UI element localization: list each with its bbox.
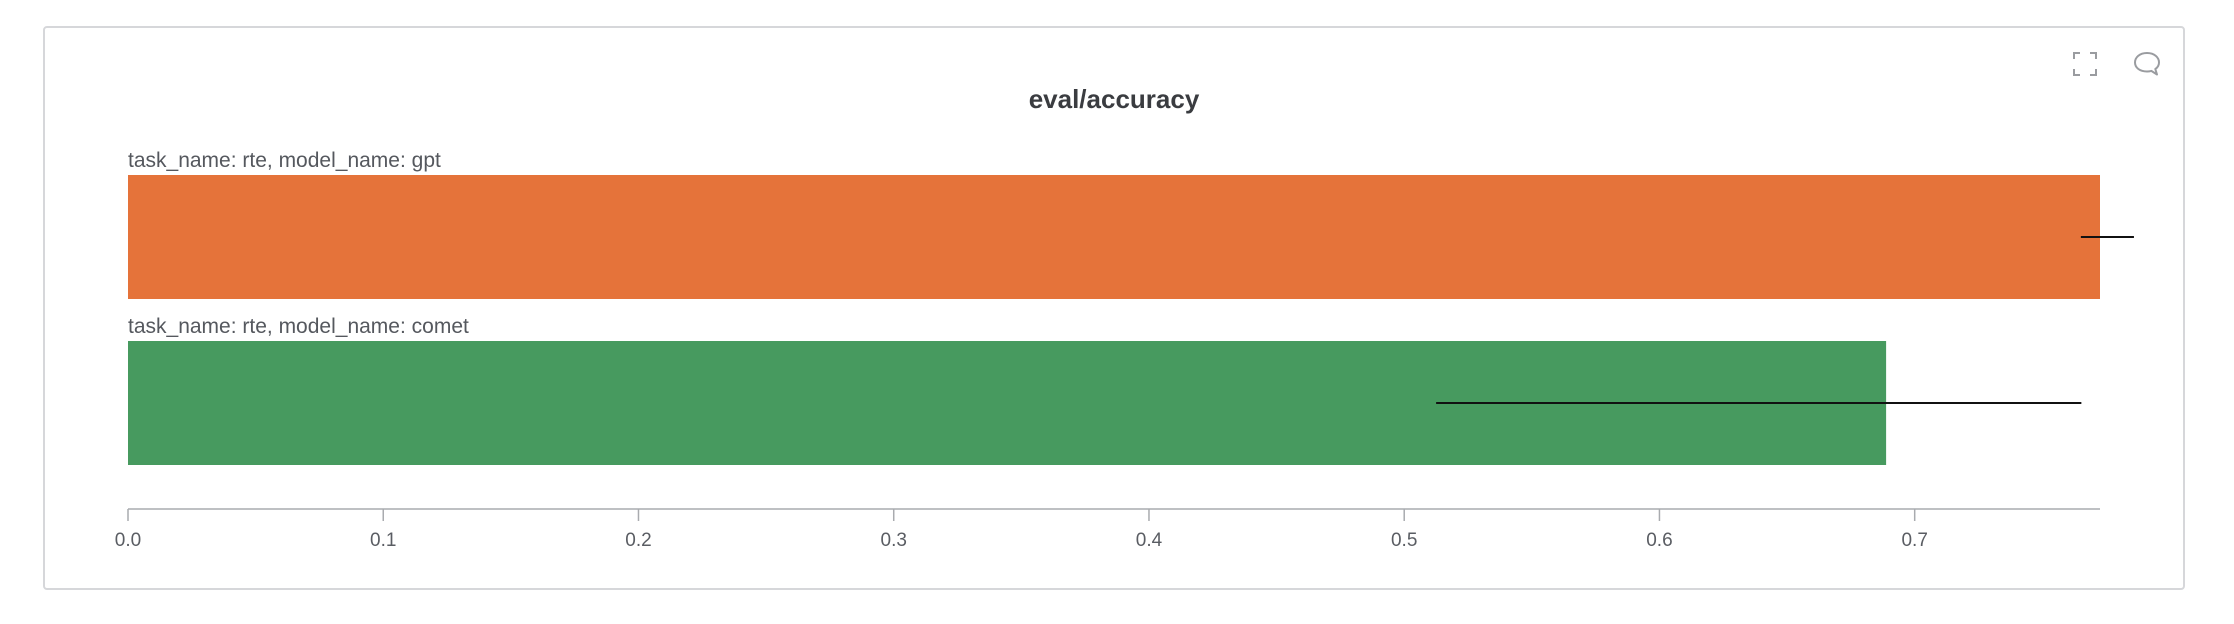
- chart-panel: eval/accuracy: [43, 26, 2185, 590]
- x-tick-label: 0.1: [370, 530, 396, 551]
- bar-label: task_name: rte, model_name: comet: [128, 315, 469, 338]
- x-tick-label: 0.7: [1901, 530, 1927, 551]
- x-tick-label: 0.0: [115, 530, 141, 551]
- bar-label: task_name: rte, model_name: gpt: [128, 149, 441, 172]
- x-tick-label: 0.2: [625, 530, 651, 551]
- x-tick-label: 0.4: [1136, 530, 1163, 551]
- comment-icon[interactable]: [2129, 46, 2165, 82]
- x-tick-label: 0.6: [1646, 530, 1672, 551]
- bar: [128, 175, 2100, 299]
- fullscreen-icon[interactable]: [2067, 46, 2103, 82]
- x-tick-label: 0.3: [881, 530, 907, 551]
- x-tick-label: 0.5: [1391, 530, 1417, 551]
- chart-title: eval/accuracy: [1028, 84, 1200, 114]
